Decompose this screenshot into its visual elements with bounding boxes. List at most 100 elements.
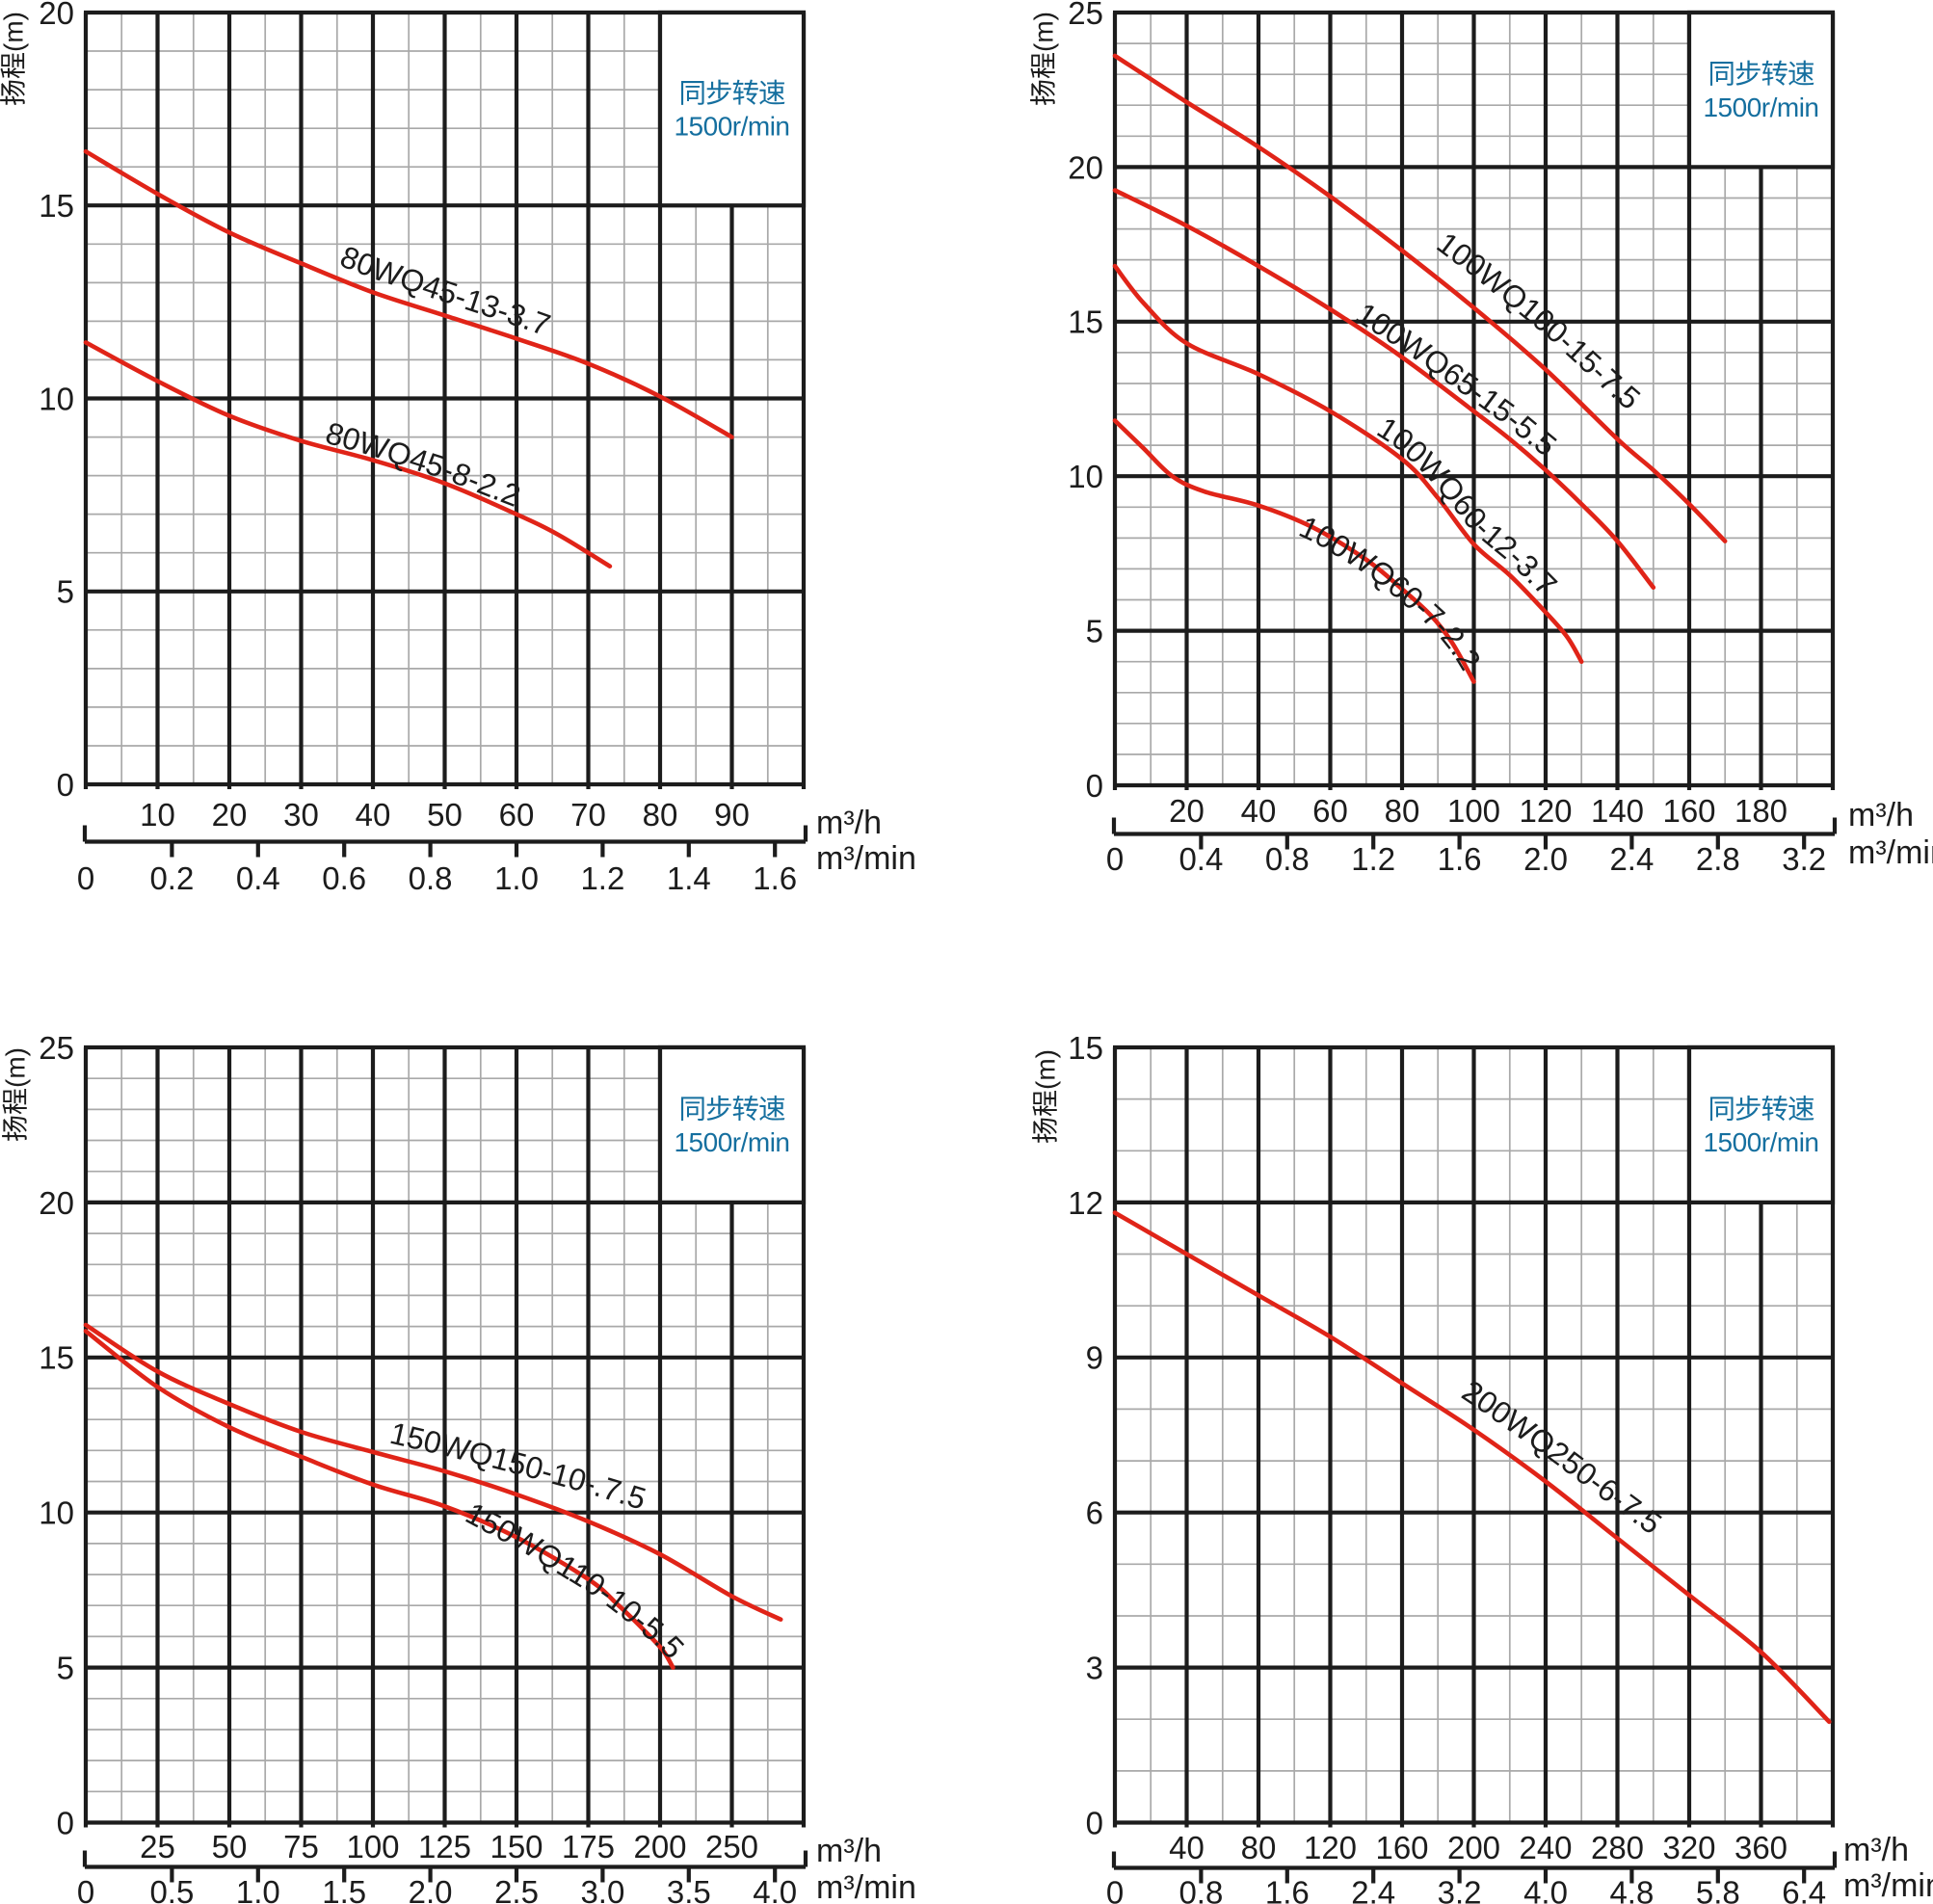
- svg-text:0: 0: [1106, 1874, 1124, 1904]
- svg-text:0.4: 0.4: [1178, 841, 1223, 877]
- svg-text:240: 240: [1519, 1830, 1572, 1865]
- svg-text:15: 15: [39, 188, 74, 224]
- svg-text:100: 100: [1447, 793, 1500, 829]
- svg-text:70: 70: [570, 797, 606, 833]
- svg-text:0.8: 0.8: [409, 860, 453, 896]
- svg-text:90: 90: [714, 797, 750, 833]
- svg-text:m³/min: m³/min: [816, 1869, 916, 1904]
- svg-text:2.4: 2.4: [1351, 1874, 1395, 1904]
- svg-text:50: 50: [212, 1829, 248, 1864]
- svg-text:20: 20: [212, 797, 248, 833]
- svg-text:(m): (m): [1031, 1049, 1061, 1090]
- svg-text:4.0: 4.0: [753, 1874, 797, 1904]
- svg-text:1.2: 1.2: [580, 860, 624, 896]
- svg-text:6: 6: [1086, 1495, 1103, 1531]
- svg-text:(m): (m): [0, 12, 29, 52]
- svg-text:25: 25: [1068, 0, 1103, 31]
- svg-text:80: 80: [1385, 793, 1420, 829]
- svg-text:80: 80: [1241, 1830, 1277, 1865]
- svg-text:5: 5: [1086, 614, 1103, 649]
- svg-text:3.2: 3.2: [1782, 841, 1826, 877]
- svg-text:100: 100: [346, 1829, 399, 1864]
- svg-text:150: 150: [490, 1829, 543, 1864]
- svg-text:m³/min: m³/min: [816, 840, 916, 877]
- svg-text:m³/h: m³/h: [816, 1833, 882, 1869]
- svg-text:30: 30: [283, 797, 319, 833]
- svg-text:20: 20: [39, 1185, 74, 1221]
- svg-text:1.0: 1.0: [236, 1874, 280, 1904]
- svg-text:12: 12: [1068, 1185, 1103, 1221]
- svg-text:4.0: 4.0: [1523, 1874, 1568, 1904]
- svg-text:25: 25: [140, 1829, 175, 1864]
- svg-text:m³/h: m³/h: [1843, 1832, 1909, 1868]
- svg-text:10: 10: [140, 797, 175, 833]
- svg-text:15: 15: [1068, 1030, 1103, 1066]
- svg-text:1.5: 1.5: [322, 1874, 366, 1904]
- svg-text:2.0: 2.0: [409, 1874, 453, 1904]
- svg-text:20: 20: [39, 0, 74, 31]
- svg-text:20: 20: [1068, 149, 1103, 185]
- svg-text:140: 140: [1591, 793, 1644, 829]
- svg-text:360: 360: [1734, 1830, 1787, 1865]
- svg-text:0: 0: [77, 860, 94, 896]
- svg-text:1500r/min: 1500r/min: [1703, 1127, 1818, 1157]
- svg-text:10: 10: [39, 1495, 74, 1531]
- svg-text:3.2: 3.2: [1438, 1874, 1482, 1904]
- svg-text:0: 0: [1086, 768, 1103, 804]
- svg-text:0: 0: [77, 1874, 94, 1904]
- svg-text:160: 160: [1662, 793, 1715, 829]
- svg-text:200: 200: [1447, 1830, 1500, 1865]
- svg-text:0: 0: [1106, 841, 1124, 877]
- svg-text:15: 15: [1068, 304, 1103, 340]
- svg-text:9: 9: [1086, 1340, 1103, 1376]
- svg-text:1.4: 1.4: [667, 860, 711, 896]
- svg-text:120: 120: [1519, 793, 1572, 829]
- svg-text:1500r/min: 1500r/min: [1703, 93, 1818, 122]
- svg-text:60: 60: [1312, 793, 1348, 829]
- svg-text:0: 0: [57, 767, 74, 803]
- svg-text:1.0: 1.0: [494, 860, 539, 896]
- svg-text:6.4: 6.4: [1782, 1874, 1826, 1904]
- svg-text:0: 0: [1086, 1805, 1103, 1840]
- svg-text:125: 125: [418, 1829, 471, 1864]
- svg-text:60: 60: [499, 797, 535, 833]
- svg-text:160: 160: [1375, 1830, 1428, 1865]
- svg-text:5: 5: [57, 574, 74, 610]
- svg-text:25: 25: [39, 1030, 74, 1066]
- svg-text:200: 200: [633, 1829, 686, 1864]
- svg-text:75: 75: [283, 1829, 319, 1864]
- svg-text:1.2: 1.2: [1351, 841, 1395, 877]
- svg-text:10: 10: [39, 381, 74, 416]
- svg-text:15: 15: [39, 1340, 74, 1376]
- svg-text:120: 120: [1304, 1830, 1357, 1865]
- svg-text:0.4: 0.4: [236, 860, 280, 896]
- svg-text:2.5: 2.5: [494, 1874, 539, 1904]
- svg-text:2.8: 2.8: [1696, 841, 1740, 877]
- svg-text:250: 250: [705, 1829, 758, 1864]
- svg-text:10: 10: [1068, 459, 1103, 494]
- svg-text:40: 40: [356, 797, 391, 833]
- svg-text:320: 320: [1662, 1830, 1715, 1865]
- svg-text:20: 20: [1169, 793, 1205, 829]
- svg-text:40: 40: [1169, 1830, 1205, 1865]
- svg-text:1500r/min: 1500r/min: [674, 112, 789, 142]
- svg-text:m³/min: m³/min: [1848, 834, 1933, 871]
- svg-text:1.6: 1.6: [1265, 1874, 1310, 1904]
- svg-text:40: 40: [1241, 793, 1277, 829]
- svg-text:m³/h: m³/h: [816, 805, 882, 841]
- svg-text:m³/min: m³/min: [1843, 1867, 1933, 1904]
- svg-text:50: 50: [427, 797, 463, 833]
- svg-text:0.5: 0.5: [149, 1874, 194, 1904]
- svg-text:5.8: 5.8: [1696, 1874, 1740, 1904]
- svg-text:1500r/min: 1500r/min: [674, 1127, 789, 1157]
- svg-text:3.0: 3.0: [580, 1874, 624, 1904]
- svg-text:2.0: 2.0: [1523, 841, 1568, 877]
- svg-text:(m): (m): [1, 1047, 31, 1088]
- svg-text:m³/h: m³/h: [1848, 797, 1914, 833]
- svg-text:180: 180: [1734, 793, 1787, 829]
- svg-text:0: 0: [57, 1805, 74, 1840]
- svg-text:3: 3: [1086, 1651, 1103, 1686]
- svg-text:0.8: 0.8: [1178, 1874, 1223, 1904]
- svg-text:1.6: 1.6: [1438, 841, 1482, 877]
- svg-text:0.6: 0.6: [322, 860, 366, 896]
